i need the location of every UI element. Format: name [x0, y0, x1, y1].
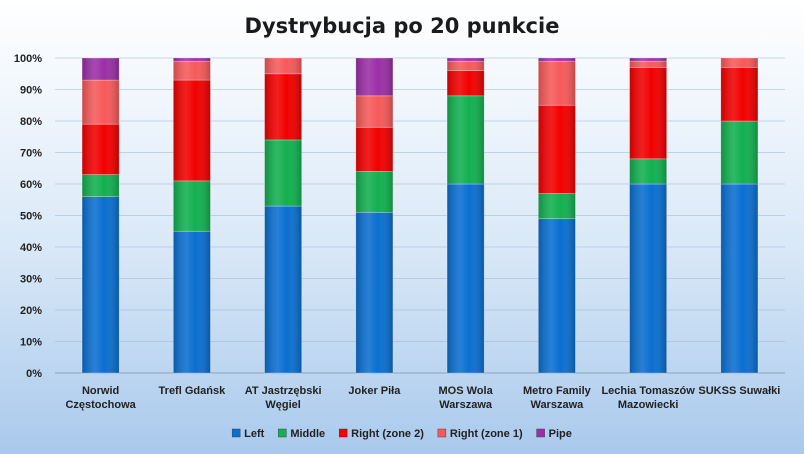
bar-segment-shading	[355, 58, 393, 96]
y-tick-label: 70%	[20, 148, 42, 160]
bar-segment-shading	[355, 127, 393, 172]
bar-segment-shading	[82, 174, 120, 197]
bar-stack	[720, 57, 759, 374]
bar-segment-shading	[538, 61, 576, 106]
y-tick-label: 50%	[20, 211, 42, 223]
legend-swatch	[536, 428, 545, 438]
bar-segment-shading	[447, 184, 485, 373]
x-axis-ticks: Norwid Częstochowa Trefl Gdańsk AT Jastrzęb…	[65, 385, 780, 411]
chart-title: Dystrybucja po 20 punkcie	[245, 14, 560, 38]
x-tick-label: Lechia Tomaszów Mazowiecki	[601, 385, 695, 411]
legend: Left Middle Right (zone 2) Right (zone 1) Pi…	[231, 428, 572, 440]
x-tick-label: Norwid Częstochowa	[65, 385, 136, 411]
legend-swatch	[278, 428, 287, 438]
y-tick-label: 100%	[14, 53, 42, 65]
bar-segment-shading	[264, 73, 302, 140]
legend-label: Right (zone 2)	[351, 428, 424, 440]
bar-stack	[172, 57, 211, 374]
x-tick-label: AT Jastrzębski Węgiel	[245, 385, 322, 411]
legend-label: Right (zone 1)	[450, 428, 523, 440]
bar-segment-shading	[82, 58, 120, 81]
y-tick-label: 60%	[20, 179, 42, 191]
y-tick-label: 30%	[20, 274, 42, 286]
bar-segment-shading	[264, 139, 302, 207]
bar-segment-shading	[82, 80, 120, 125]
bar-segment-shading	[82, 124, 120, 175]
bar-segment-shading	[355, 95, 393, 128]
bar-segment-shading	[629, 61, 667, 68]
bar-segment-shading	[447, 70, 485, 96]
bar-segment-shading	[629, 158, 667, 184]
bar-segment-shading	[538, 218, 576, 373]
bars-layer	[81, 57, 759, 374]
legend-label: Pipe	[549, 428, 572, 440]
bar-segment-shading	[355, 171, 393, 213]
bar-segment-shading	[82, 196, 120, 373]
bar-segment-shading	[447, 61, 485, 71]
x-tick-label: Trefl Gdańsk	[159, 385, 227, 397]
x-tick-label: Joker Piła	[348, 385, 401, 397]
bar-segment-shading	[173, 231, 211, 373]
bar-stack	[629, 57, 668, 374]
bar-segment-shading	[173, 61, 211, 81]
bar-stack	[264, 57, 303, 374]
legend-swatch	[231, 428, 241, 438]
bar-segment-shading	[720, 58, 758, 68]
bar-segment-shading	[447, 95, 485, 184]
bar-segment-shading	[173, 58, 211, 62]
bar-segment-shading	[355, 212, 393, 373]
y-tick-label: 10%	[20, 337, 42, 349]
x-tick-label: MOS Wola Warszawa	[439, 385, 494, 411]
legend-swatch	[437, 428, 447, 438]
x-tick-label: SUKSS Suwałki	[698, 385, 780, 397]
bar-segment-shading	[264, 206, 302, 373]
y-tick-label: 0%	[26, 368, 42, 380]
y-tick-label: 90%	[20, 85, 42, 97]
bar-segment-shading	[447, 58, 485, 62]
bar-segment-shading	[538, 193, 576, 219]
bar-stack	[446, 57, 485, 374]
bar-segment-shading	[629, 58, 667, 62]
bar-stack	[537, 57, 576, 374]
x-tick-label: Metro Family Warszawa	[523, 385, 592, 411]
bar-segment-shading	[264, 58, 302, 74]
bar-segment-shading	[720, 184, 758, 373]
legend-label: Middle	[290, 428, 325, 440]
y-tick-label: 20%	[20, 305, 42, 317]
legend-label: Left	[244, 428, 265, 440]
y-tick-label: 80%	[20, 116, 42, 128]
y-axis-ticks: 0% 10% 20% 30% 40% 50% 60% 70% 80% 90% 100%	[14, 53, 42, 380]
bar-segment-shading	[538, 105, 576, 194]
bar-segment-shading	[720, 121, 758, 184]
bar-stack	[355, 57, 394, 374]
bar-segment-shading	[629, 184, 667, 373]
y-tick-label: 40%	[20, 242, 42, 254]
legend-swatch	[338, 428, 348, 438]
bar-segment-shading	[538, 58, 576, 62]
bar-stack	[81, 57, 120, 374]
bar-segment-shading	[173, 180, 211, 232]
bar-segment-shading	[720, 67, 758, 121]
grid-layer	[55, 57, 785, 374]
bar-segment-shading	[629, 67, 667, 159]
bar-segment-shading	[173, 80, 211, 181]
